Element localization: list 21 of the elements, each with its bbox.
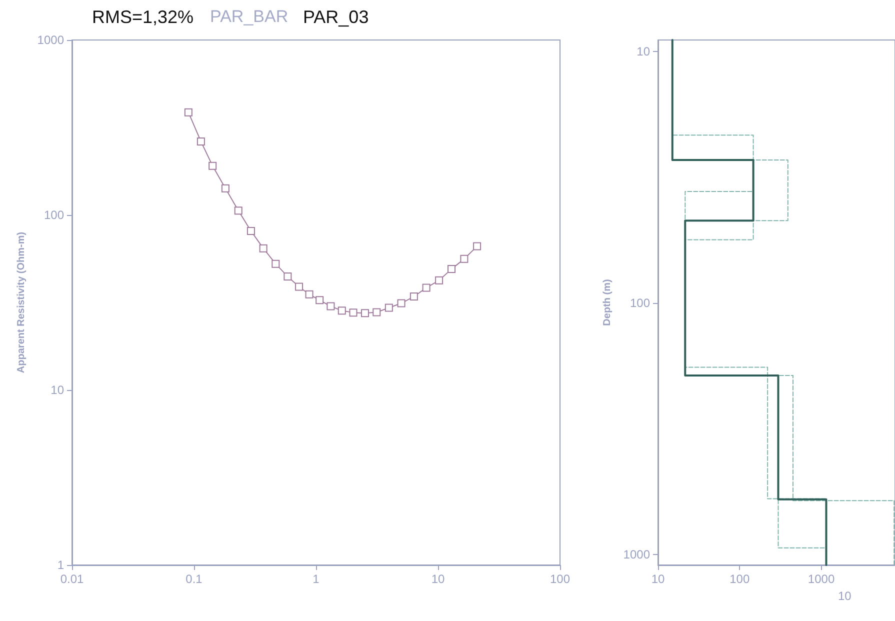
x-tick-label: 10 bbox=[431, 572, 445, 586]
x-tick-label: 100 bbox=[550, 572, 570, 586]
x-tick-label: 1000 bbox=[808, 572, 835, 586]
y-tick-label: 10 bbox=[636, 44, 650, 59]
text: PAR_03 bbox=[303, 7, 369, 27]
y-tick-label: 1000 bbox=[623, 548, 650, 562]
y-tick-label: 10 bbox=[50, 383, 64, 397]
y-tick-label: 1000 bbox=[37, 33, 64, 47]
y-tick-label: 1 bbox=[57, 558, 64, 572]
y-tick-label: 100 bbox=[44, 208, 64, 222]
y-tick-label: 100 bbox=[630, 296, 650, 310]
y-axis-title: Depth (m) bbox=[602, 279, 613, 326]
chart-title: RMS=1,32% bbox=[92, 7, 194, 27]
x-tick-label: 1 bbox=[312, 572, 320, 586]
y-axis-title: Apparent Resistivity (Ohm-m) bbox=[16, 232, 27, 374]
x-tick-label: 0.01 bbox=[60, 572, 84, 586]
x-tick-label: 10 bbox=[651, 572, 665, 586]
x-tick-label: 100 bbox=[730, 572, 750, 586]
x-tick-label: 0.1 bbox=[186, 572, 203, 586]
text: PAR_BAR bbox=[210, 7, 288, 26]
text: 10 bbox=[838, 589, 852, 603]
